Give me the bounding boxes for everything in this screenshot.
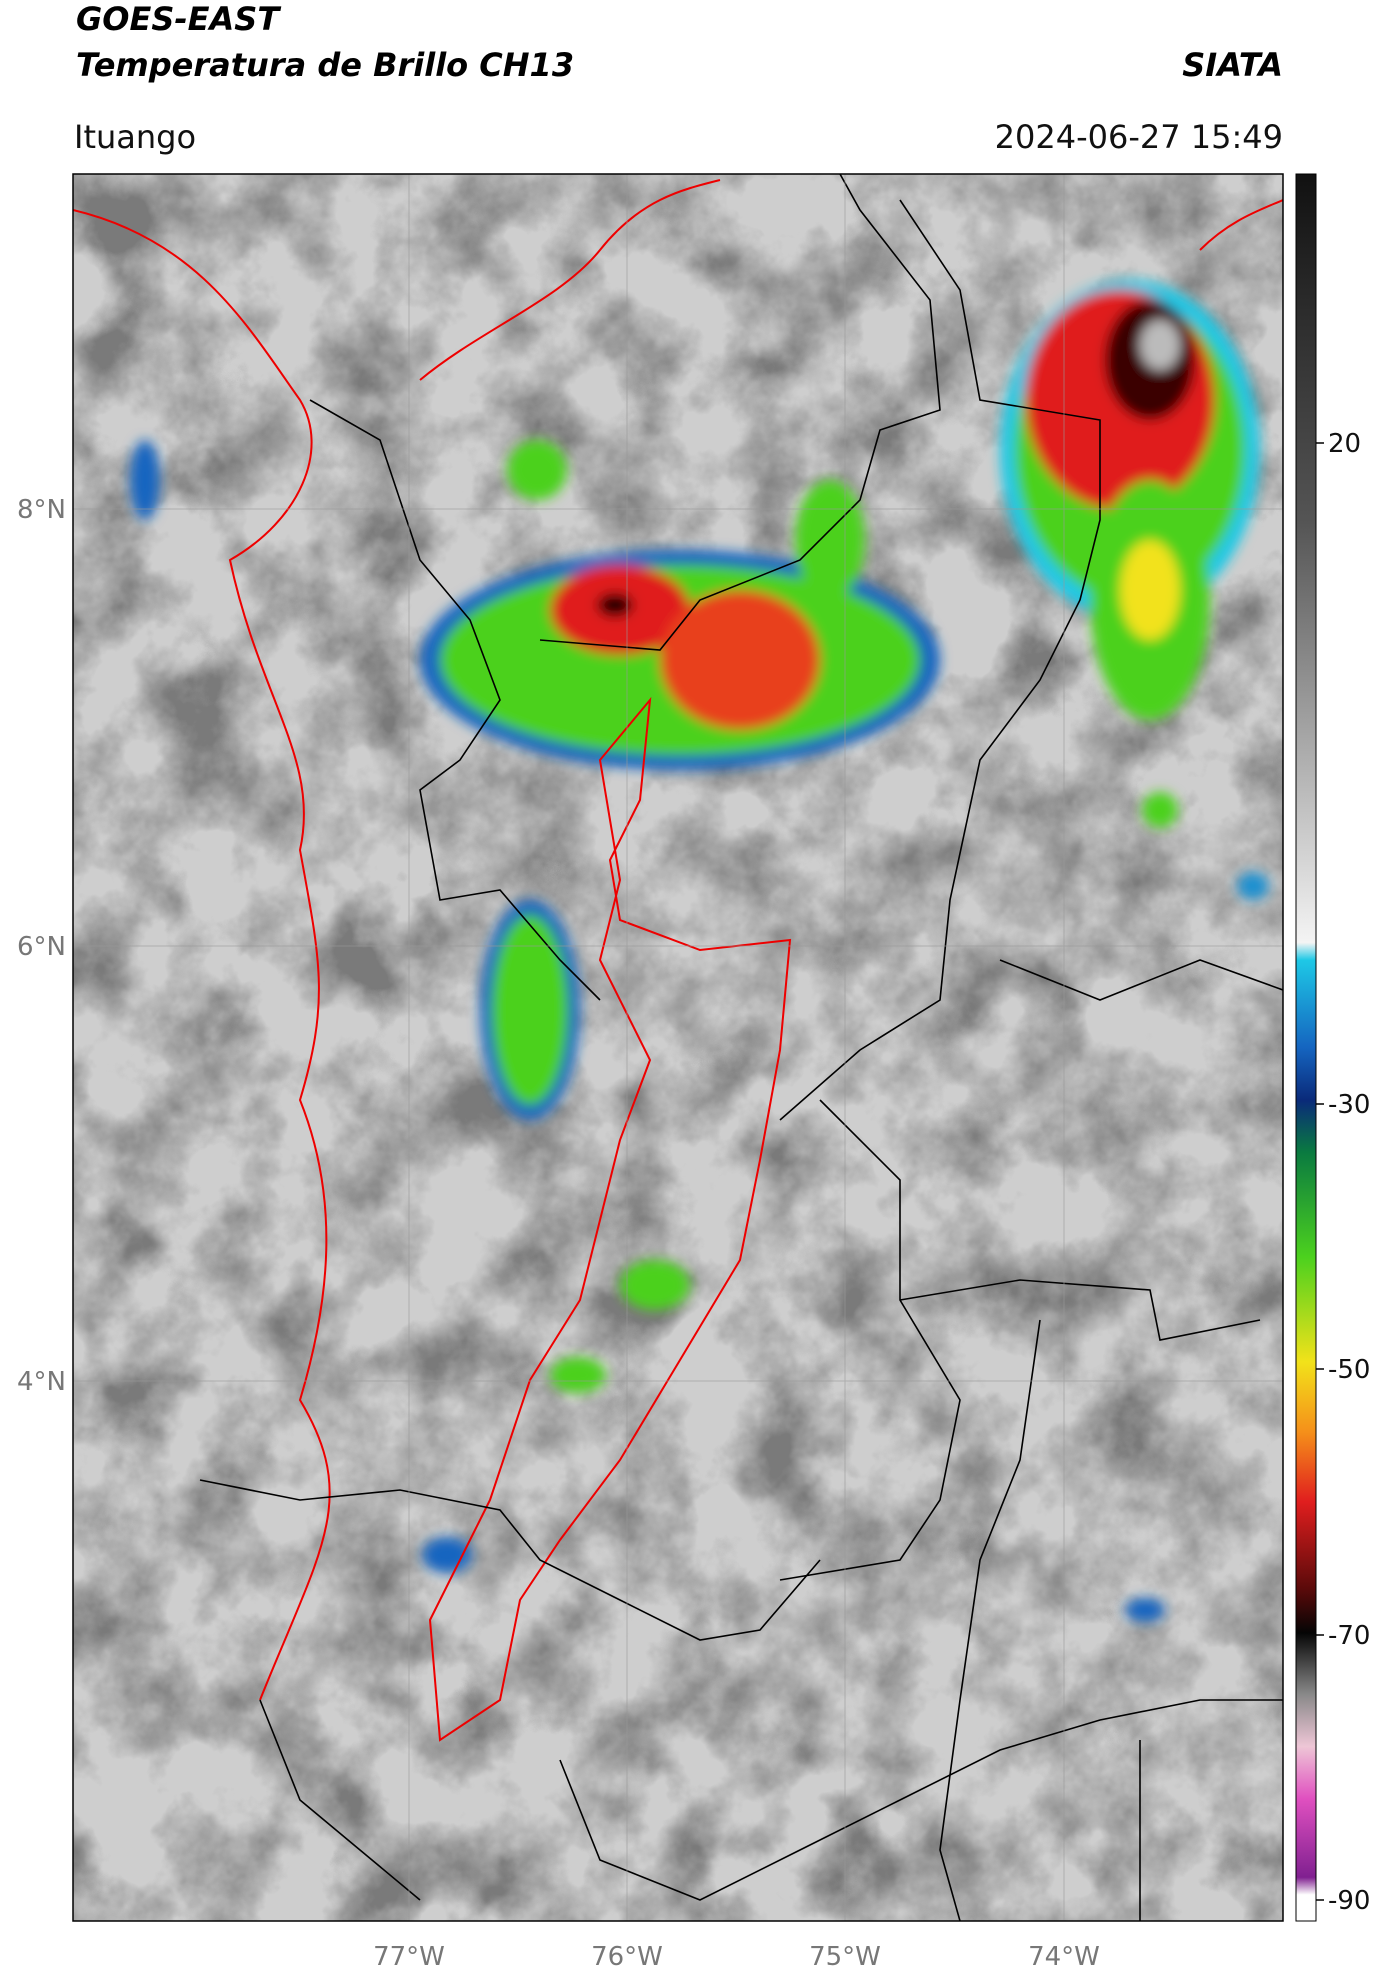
lat-label: 4°N xyxy=(17,1367,66,1397)
lon-label: 76°W xyxy=(591,1942,663,1972)
title: GOES-EAST xyxy=(76,0,281,38)
colorbar-label: -50 xyxy=(1328,1355,1370,1385)
colorbar-ticks xyxy=(1316,442,1324,1901)
location: Ituango xyxy=(74,118,196,156)
lon-label: 74°W xyxy=(1028,1942,1100,1972)
colorbar-label: -90 xyxy=(1328,1886,1370,1916)
lat-label: 6°N xyxy=(17,932,66,962)
colorbar-label: -30 xyxy=(1328,1090,1370,1120)
map-frame xyxy=(72,173,1284,1922)
colorbar-label: 20 xyxy=(1328,429,1361,459)
boundary-red xyxy=(73,179,1283,1742)
source: SIATA xyxy=(1182,46,1283,84)
lon-label: 75°W xyxy=(809,1942,881,1972)
subtitle: Temperatura de Brillo CH13 xyxy=(76,46,574,84)
colorbar-label: -70 xyxy=(1328,1621,1370,1651)
map xyxy=(73,174,1283,1921)
colorbar xyxy=(1295,173,1317,1922)
lat-label: 8°N xyxy=(17,495,66,525)
boundary-black xyxy=(199,174,1283,1921)
graticule xyxy=(73,174,1283,1921)
timestamp: 2024-06-27 15:49 xyxy=(995,118,1283,156)
lon-label: 77°W xyxy=(373,1942,445,1972)
convective-cells xyxy=(130,280,1269,1622)
